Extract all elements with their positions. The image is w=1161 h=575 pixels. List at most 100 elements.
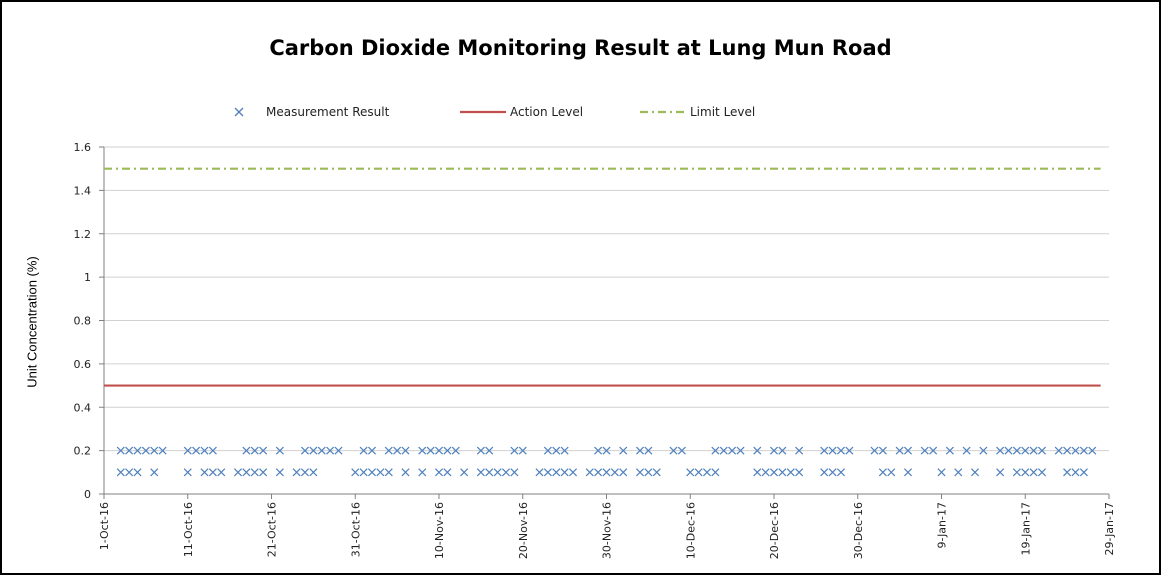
measurement-point — [401, 446, 410, 455]
measurement-point — [460, 468, 469, 477]
measurement-point — [1029, 468, 1038, 477]
measurement-point — [1071, 468, 1080, 477]
measurement-point — [1063, 468, 1072, 477]
measurement-point — [351, 468, 360, 477]
measurement-point — [895, 446, 904, 455]
measurement-point — [1054, 446, 1063, 455]
measurement-point — [116, 446, 125, 455]
x-tick-label: 20-Nov-16 — [517, 502, 530, 559]
x-tick-label: 20-Dec-16 — [768, 502, 781, 559]
measurement-point — [418, 446, 427, 455]
measurement-point — [208, 446, 217, 455]
measurement-point — [543, 468, 552, 477]
measurement-point — [367, 468, 377, 477]
measurement-point — [233, 468, 243, 477]
gridlines — [104, 146, 1109, 452]
x-tick-label: 11-Oct-16 — [182, 502, 195, 557]
legend-x-marker-icon — [234, 107, 244, 117]
measurement-point — [434, 468, 444, 477]
measurement-point — [309, 468, 318, 477]
measurement-point — [125, 468, 134, 477]
measurement-point — [795, 468, 804, 477]
measurement-point — [1037, 446, 1047, 455]
measurement-point — [501, 468, 511, 477]
measurement-point — [903, 446, 913, 455]
measurement-point — [309, 446, 318, 455]
measurement-point — [568, 468, 578, 477]
x-tick-label: 10-Dec-16 — [684, 502, 697, 559]
measurement-point — [878, 446, 887, 455]
measurement-point — [1021, 446, 1030, 455]
measurement-point — [686, 468, 695, 477]
y-tick-label: 1.6 — [74, 141, 92, 154]
measurement-point — [334, 446, 343, 455]
measurement-point — [828, 468, 837, 477]
x-tick-label: 1-Oct-16 — [98, 502, 111, 550]
measurement-point — [786, 468, 795, 477]
y-tick-label: 0.8 — [74, 315, 92, 328]
y-tick-label: 1 — [84, 271, 91, 284]
measurement-point — [945, 446, 954, 455]
measurement-point — [1079, 468, 1088, 477]
measurement-point — [602, 468, 611, 477]
legend-label-measurement: Measurement Result — [266, 105, 390, 119]
measurement-point — [619, 446, 628, 455]
measurement-point — [133, 468, 142, 477]
measurement-point — [1012, 468, 1021, 477]
x-tick-label: 21-Oct-16 — [266, 502, 279, 557]
x-tick-label: 10-Nov-16 — [433, 502, 446, 559]
measurement-point — [1004, 446, 1013, 455]
measurement-point — [183, 446, 192, 455]
measurement-point — [426, 446, 435, 455]
measurement-point — [795, 446, 804, 455]
axes — [99, 146, 1110, 499]
measurement-point — [736, 446, 745, 455]
y-tick-label: 0.6 — [74, 358, 92, 371]
legend-item-limit: Limit Level — [640, 102, 755, 122]
measurement-point — [753, 446, 762, 455]
measurement-point — [728, 446, 737, 455]
measurement-point — [778, 468, 787, 477]
x-tick-label: 30-Nov-16 — [601, 502, 614, 559]
measurement-point — [878, 468, 887, 477]
legend-solid-line-icon — [460, 110, 506, 114]
measurement-point — [677, 446, 686, 455]
measurement-point — [443, 468, 452, 477]
measurement-point — [476, 468, 485, 477]
measurement-point — [954, 468, 963, 477]
measurement-point — [761, 468, 770, 477]
measurement-point — [208, 468, 217, 477]
measurement-point — [585, 468, 594, 477]
measurement-point — [753, 468, 762, 477]
measurement-point — [259, 468, 268, 477]
measurement-point — [610, 468, 619, 477]
x-tick-label: 9-Jan-17 — [936, 502, 949, 549]
measurement-point — [1037, 468, 1047, 477]
measurement-point — [669, 446, 678, 455]
measurement-point — [275, 468, 284, 477]
measurement-point — [719, 446, 728, 455]
measurement-point — [996, 446, 1005, 455]
measurement-point — [401, 468, 410, 477]
measurement-point — [158, 446, 167, 455]
measurement-point — [836, 468, 846, 477]
y-tick-label: 0.4 — [74, 401, 92, 414]
measurement-point — [702, 468, 712, 477]
measurement-point — [141, 446, 150, 455]
measurement-point — [1063, 446, 1072, 455]
measurement-point — [1021, 468, 1030, 477]
measurement-point — [644, 446, 653, 455]
measurement-point — [384, 468, 393, 477]
y-tick-label: 0.2 — [74, 445, 92, 458]
measurement-point — [125, 446, 134, 455]
y-tick-label: 1.4 — [74, 184, 92, 197]
chart-title: Carbon Dioxide Monitoring Result at Lung… — [269, 36, 892, 60]
measurement-point — [367, 446, 377, 455]
measurement-point — [376, 468, 385, 477]
measurement-point — [384, 446, 393, 455]
legend: Measurement Result Action Level Limit Le… — [2, 102, 1159, 122]
measurement-point — [870, 446, 879, 455]
x-tick-label: 19-Jan-17 — [1019, 502, 1032, 556]
measurement-point — [887, 468, 896, 477]
measurement-point — [828, 446, 837, 455]
